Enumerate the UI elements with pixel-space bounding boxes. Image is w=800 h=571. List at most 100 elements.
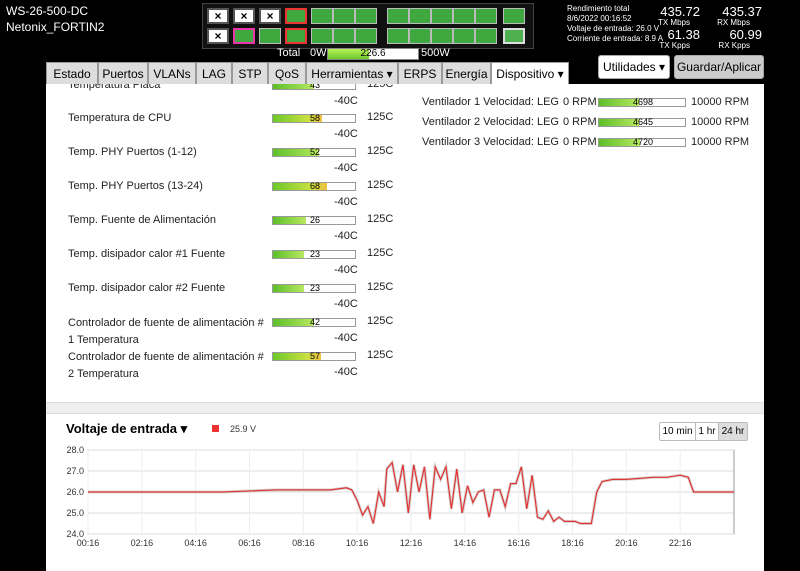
power-bar: 226.6 <box>327 48 419 60</box>
port-18[interactable] <box>409 28 431 44</box>
port-1-disabled[interactable]: × <box>207 8 229 24</box>
tab-stp[interactable]: STP <box>232 62 268 84</box>
temperature-bar: 52 <box>272 147 356 157</box>
temperature-bar: 23 <box>272 249 356 259</box>
device-model: WS-26-500-DC <box>6 4 89 18</box>
port-21[interactable] <box>453 8 475 24</box>
port-25-sfp[interactable] <box>503 8 525 24</box>
temperature-label: Controlador de fuente de alimentación # … <box>68 351 264 380</box>
port-13[interactable] <box>355 8 377 24</box>
port-17[interactable] <box>409 8 431 24</box>
temperature-label: Temp. Fuente de Alimentación <box>68 214 216 226</box>
fan-bar-fill <box>599 139 640 146</box>
port-6[interactable] <box>259 28 281 44</box>
temperature-value: 23 <box>309 283 320 293</box>
rx-kpps: 60.99 <box>729 27 762 42</box>
chart-x-tick-label: 02:16 <box>131 538 154 548</box>
temperature-bar-fill <box>273 353 322 360</box>
port-3-disabled[interactable]: × <box>233 8 255 24</box>
fan-bar: 4720 <box>598 137 686 147</box>
port-20[interactable] <box>431 28 453 44</box>
chart-x-tick-label: 06:16 <box>238 538 261 548</box>
port-23[interactable] <box>475 8 497 24</box>
port-19[interactable] <box>431 8 453 24</box>
power-label: Total <box>277 47 301 59</box>
temperature-min: -40C <box>334 332 358 344</box>
chart-x-tick-label: 10:16 <box>346 538 369 548</box>
fan-bar-fill <box>599 99 640 106</box>
temperature-bar-fill <box>273 319 314 326</box>
port-15[interactable] <box>387 8 409 24</box>
tab-dispositivo[interactable]: Dispositivo ▾ <box>491 62 569 86</box>
port-11[interactable] <box>333 8 355 24</box>
port-26-sfp[interactable] <box>503 28 525 44</box>
tab-estado[interactable]: Estado <box>46 62 98 84</box>
tab-energia[interactable]: Energía <box>442 62 491 84</box>
rx-kpps-label: RX Kpps <box>718 41 750 50</box>
temperature-bar-fill <box>273 84 315 89</box>
range-24hr[interactable]: 24 hr <box>719 423 747 440</box>
port-9[interactable] <box>311 8 333 24</box>
temperature-bar-fill <box>273 149 319 156</box>
range-1hr[interactable]: 1 hr <box>696 423 719 440</box>
tx-mbps: 435.72 <box>660 4 700 19</box>
range-10min[interactable]: 10 min <box>660 423 696 440</box>
port-4[interactable] <box>233 28 255 44</box>
chart-y-tick-label: 26.0 <box>66 487 84 497</box>
port-14[interactable] <box>355 28 377 44</box>
tab-puertos[interactable]: Puertos <box>98 62 148 84</box>
temperature-label: Temp. disipador calor #2 Fuente <box>68 282 226 294</box>
port-16[interactable] <box>387 28 409 44</box>
temperature-bar-fill <box>273 183 327 190</box>
power-min: 0W <box>310 47 327 59</box>
temperature-bar-fill <box>273 217 306 224</box>
chart-x-tick-label: 12:16 <box>400 538 423 548</box>
temperature-value: 68 <box>309 181 320 191</box>
tx-kpps: 61.38 <box>667 27 700 42</box>
power-value: 226.6 <box>360 48 386 59</box>
temperature-label: Temperatura Placa <box>68 84 161 91</box>
port-12[interactable] <box>333 28 355 44</box>
section-divider <box>46 402 764 414</box>
temperature-value: 43 <box>309 84 320 90</box>
temperature-value: 26 <box>309 215 320 225</box>
port-22[interactable] <box>453 28 475 44</box>
temperature-label: Temperatura de CPU <box>68 112 172 124</box>
port-panel: × × × × <box>202 3 534 49</box>
port-5-disabled[interactable]: × <box>259 8 281 24</box>
range-selector: 10 min 1 hr 24 hr <box>659 422 748 441</box>
tab-vlans[interactable]: VLANs <box>148 62 196 84</box>
temperature-value: 23 <box>309 249 320 259</box>
temperature-bar: 68 <box>272 181 356 191</box>
port-7[interactable] <box>285 8 307 24</box>
save-apply-button[interactable]: Guardar/Aplicar <box>674 55 764 79</box>
utilities-dropdown[interactable]: Utilidades ▾ <box>598 55 670 79</box>
fan-label: Ventilador 2 Velocidad: LEG <box>422 116 559 128</box>
device-panel: Temperatura Placa 43 125C -40C Temperatura d… <box>46 84 764 571</box>
port-8[interactable] <box>285 28 307 44</box>
chart-x-tick-label: 22:16 <box>669 538 692 548</box>
throughput-label: Rendimiento total <box>567 4 630 13</box>
temperature-max: 125C <box>367 145 394 157</box>
temperature-max: 125C <box>367 111 394 123</box>
temperature-max: 125C <box>367 247 394 259</box>
tab-erps[interactable]: ERPS <box>398 62 442 84</box>
chart-title-dropdown[interactable]: Voltaje de entrada ▾ <box>66 421 188 436</box>
temperature-min: -40C <box>334 128 358 140</box>
power-bar-fill <box>328 49 369 59</box>
chart-y-tick-label: 28.0 <box>66 445 84 455</box>
tab-qos[interactable]: QoS <box>268 62 306 84</box>
port-24[interactable] <box>475 28 497 44</box>
temperature-max: 125C <box>367 179 394 191</box>
rx-mbps: 435.37 <box>722 4 762 19</box>
port-10[interactable] <box>311 28 333 44</box>
chart-series-line <box>88 461 734 525</box>
temperature-max: 125C <box>367 281 394 293</box>
fan-min: 0 RPM <box>563 136 597 148</box>
chart-x-tick-label: 14:16 <box>454 538 477 548</box>
temperature-value: 52 <box>309 147 320 157</box>
fan-bar: 4645 <box>598 117 686 127</box>
port-2-disabled[interactable]: × <box>207 28 229 44</box>
tab-lag[interactable]: LAG <box>196 62 232 84</box>
tab-herramientas[interactable]: Herramientas ▾ <box>306 62 398 84</box>
